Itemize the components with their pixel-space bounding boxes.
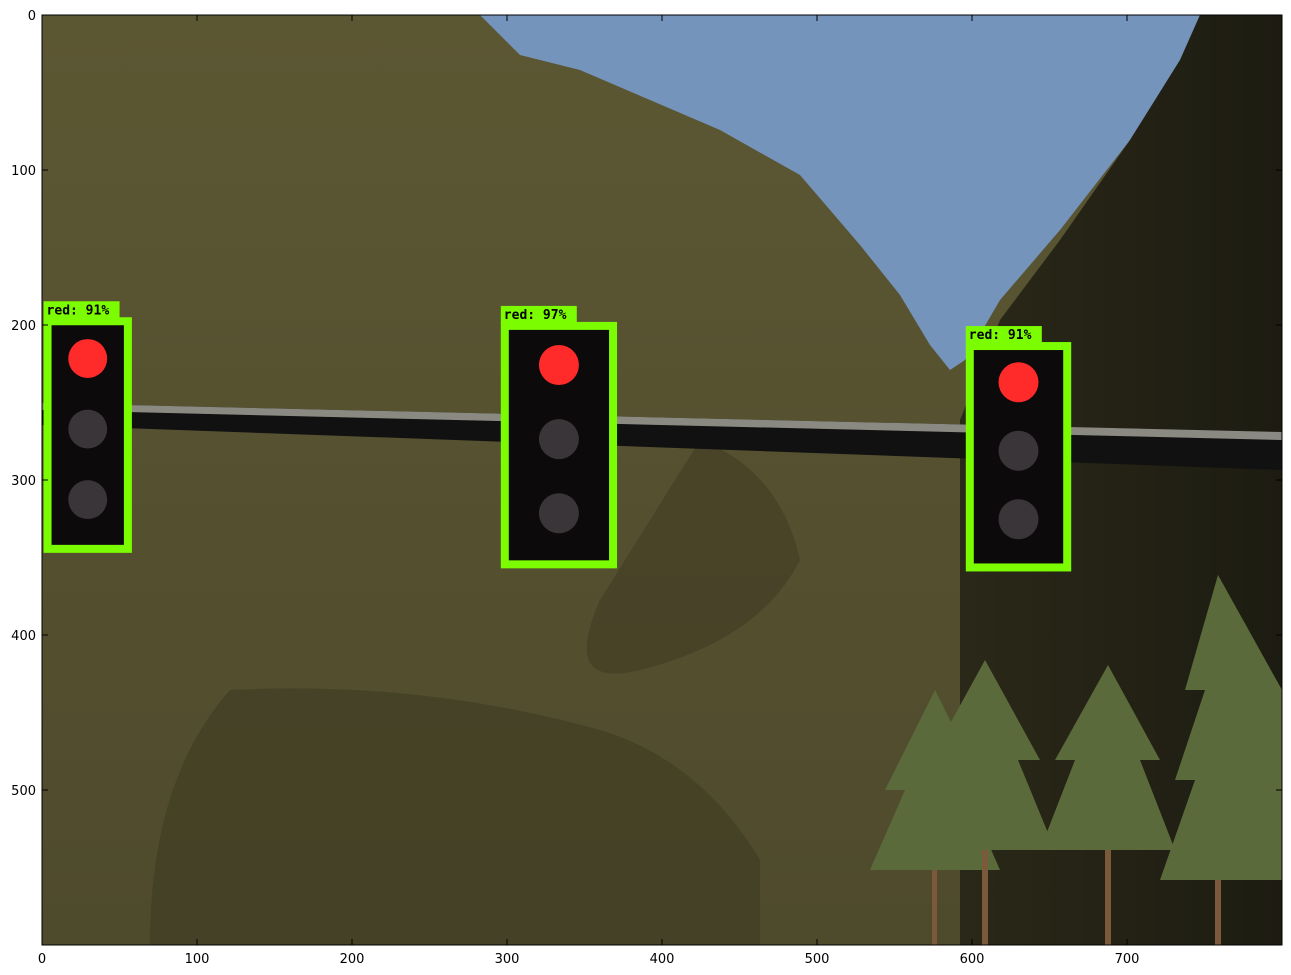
- bounding-box: [43, 317, 132, 553]
- x-tick-label: 100: [185, 952, 210, 967]
- label-background: [500, 305, 577, 324]
- label-background: [43, 301, 120, 320]
- detection-label: red: 91%: [969, 328, 1032, 343]
- y-tick-label: 400: [11, 629, 36, 644]
- x-tick-label: 400: [650, 952, 675, 967]
- traffic-light-detection: red: 91%: [43, 301, 132, 553]
- off-lamp: [538, 493, 579, 534]
- trees: [870, 575, 1282, 945]
- red-lamp: [68, 339, 108, 378]
- scene-image: red: 91% red: 97% red: 91%: [42, 15, 1282, 945]
- detection-label: red: 97%: [504, 308, 567, 323]
- x-tick-label: 200: [340, 952, 365, 967]
- y-axis: 0 100 200 300 400 500: [11, 9, 1282, 799]
- off-lamp: [68, 480, 108, 520]
- bounding-box: [500, 321, 618, 569]
- y-tick-label: 200: [11, 319, 36, 334]
- traffic-light-detection: red: 97%: [500, 305, 618, 569]
- red-lamp: [538, 344, 579, 385]
- off-lamp: [68, 409, 108, 449]
- label-background: [965, 326, 1042, 345]
- detection-label: red: 91%: [47, 303, 110, 318]
- x-tick-label: 300: [495, 952, 520, 967]
- x-tick-label: 700: [1115, 952, 1140, 967]
- shadow: [150, 688, 760, 945]
- x-axis: 0 100 200 300 400 500 600 700: [38, 15, 1140, 967]
- x-tick-label: 600: [960, 952, 985, 967]
- red-lamp: [998, 362, 1039, 403]
- shadow: [586, 440, 800, 674]
- off-lamp: [998, 430, 1039, 471]
- off-lamp: [998, 499, 1039, 540]
- x-tick-label: 500: [805, 952, 830, 967]
- y-tick-label: 300: [11, 474, 36, 489]
- off-lamp: [538, 419, 579, 460]
- y-tick-label: 500: [11, 784, 36, 799]
- y-tick-label: 100: [11, 164, 36, 179]
- x-tick-label: 0: [38, 952, 46, 967]
- bounding-box: [965, 342, 1072, 572]
- traffic-light-detection: red: 91%: [965, 326, 1072, 572]
- y-tick-label: 0: [28, 9, 36, 24]
- detections: red: 91% red: 97% red: 91%: [43, 301, 1072, 572]
